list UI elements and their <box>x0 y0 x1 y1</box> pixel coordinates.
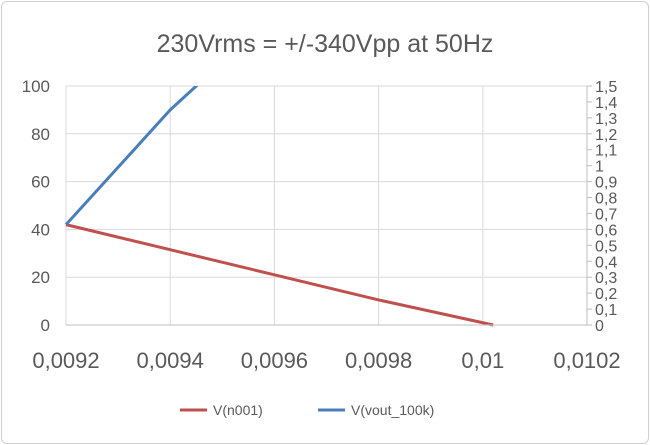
series-line-V(vout_100k) <box>64 86 199 226</box>
y-tick-label: 20 <box>31 268 50 287</box>
y2-tick-label: 0,8 <box>595 191 617 208</box>
x-tick-label: 0,0096 <box>241 348 308 373</box>
y2-tick-label: 1,3 <box>595 111 617 128</box>
y2-tick-label: 1 <box>595 159 604 176</box>
y-tick-label: 60 <box>31 173 50 192</box>
x-tick-label: 0,0098 <box>345 348 412 373</box>
y-tick-label: 80 <box>31 125 50 144</box>
x-tick-label: 0,0102 <box>553 348 620 373</box>
chart-title: 230Vrms = +/-340Vpp at 50Hz <box>157 30 494 58</box>
x-tick-label: 0,01 <box>461 348 504 373</box>
y2-tick-label: 1,2 <box>595 127 617 144</box>
x-tick-label: 0,0092 <box>32 348 99 373</box>
y2-tick-label: 0,3 <box>595 270 617 287</box>
legend-label: V(vout_100k) <box>351 402 434 418</box>
y2-tick-label: 0,2 <box>595 286 617 303</box>
y-tick-label: 100 <box>22 77 50 96</box>
y2-tick-label: 1,1 <box>595 143 617 160</box>
x-tick-label: 0,0094 <box>137 348 204 373</box>
y-tick-label: 0 <box>41 316 50 335</box>
y2-tick-label: 0,9 <box>595 175 617 192</box>
legend-label: V(n001) <box>213 402 263 418</box>
y-tick-label: 40 <box>31 220 50 239</box>
y2-tick-label: 0 <box>595 318 604 335</box>
y2-tick-label: 0,5 <box>595 238 617 255</box>
y2-tick-label: 1,4 <box>595 95 617 112</box>
y2-tick-label: 0,4 <box>595 254 617 271</box>
y2-tick-label: 0,7 <box>595 206 617 223</box>
legend: V(n001) V(vout_100k) <box>180 402 434 418</box>
y2-tick-label: 0,6 <box>595 222 617 239</box>
y2-tick-label: 1,5 <box>595 79 617 96</box>
series-line-V(n001) <box>65 223 494 327</box>
y2-tick-label: 0,1 <box>595 302 617 319</box>
